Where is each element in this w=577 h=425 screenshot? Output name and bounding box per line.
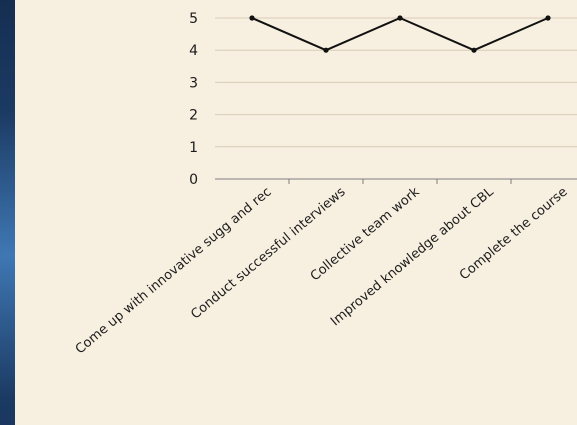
y-tick-label: 1 bbox=[189, 140, 198, 156]
data-point bbox=[471, 47, 477, 53]
data-point bbox=[249, 15, 255, 21]
y-tick-label: 2 bbox=[189, 108, 198, 124]
y-axis-tick-labels: 0 1 2 3 4 5 bbox=[189, 11, 198, 188]
x-axis bbox=[215, 178, 577, 184]
data-point bbox=[545, 15, 551, 21]
series-line bbox=[249, 15, 551, 53]
y-tick-label: 5 bbox=[189, 11, 198, 27]
y-tick-label: 3 bbox=[189, 75, 198, 91]
x-category-label: Conduct successful interviews bbox=[188, 184, 348, 322]
x-category-label: Improved knowledge about CBL bbox=[328, 184, 497, 329]
data-point bbox=[323, 47, 329, 53]
x-axis-category-labels: Come up with innovative sugg and recCond… bbox=[73, 184, 571, 357]
y-tick-label: 4 bbox=[189, 43, 198, 59]
data-point bbox=[397, 15, 403, 21]
chart-panel bbox=[15, 0, 577, 425]
y-tick-label: 0 bbox=[189, 172, 198, 188]
grid-lines bbox=[215, 17, 577, 148]
series-line-path bbox=[251, 17, 549, 52]
